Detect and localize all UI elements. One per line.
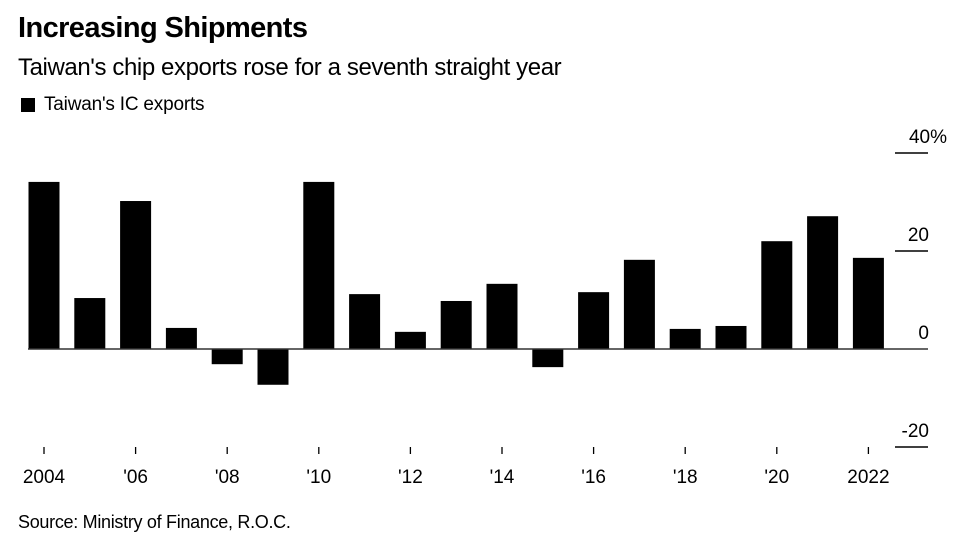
bar-2018 xyxy=(669,328,701,349)
x-tick-label: '20 xyxy=(764,467,789,488)
legend: Taiwan's IC exports xyxy=(21,94,205,116)
x-tick-label: '08 xyxy=(215,467,240,488)
bar-2005 xyxy=(74,298,106,349)
legend-swatch-icon xyxy=(21,98,35,112)
bar-2021 xyxy=(807,216,839,349)
x-tick-label: '14 xyxy=(490,467,515,488)
y-tick-label: -20 xyxy=(902,421,929,442)
x-tick-label: '16 xyxy=(581,467,606,488)
bar-2011 xyxy=(349,294,381,349)
legend-label: Taiwan's IC exports xyxy=(44,94,205,115)
x-tick-label: 2004 xyxy=(23,467,66,488)
bars-group xyxy=(28,181,884,385)
bar-2007 xyxy=(165,327,197,349)
bar-2008 xyxy=(211,349,243,365)
bar-2009 xyxy=(257,349,289,385)
bar-2014 xyxy=(486,283,518,349)
chart-subtitle: Taiwan's chip exports rose for a seventh… xyxy=(18,54,562,81)
x-axis: 2004 '06 '08 '10 '12 '14 '16 '18 '20 2022 xyxy=(23,447,890,488)
bar-2012 xyxy=(394,331,426,349)
bar-2022 xyxy=(852,257,884,349)
x-tick-label: '10 xyxy=(306,467,331,488)
source-note: Source: Ministry of Finance, R.O.C. xyxy=(18,512,291,532)
x-tick-label: '12 xyxy=(398,467,423,488)
bar-2015 xyxy=(532,349,564,368)
bar-2010 xyxy=(303,181,335,349)
y-tick-label: 20 xyxy=(908,225,929,246)
x-tick-label: '06 xyxy=(123,467,148,488)
x-tick-label: 2022 xyxy=(847,467,889,488)
bar-2020 xyxy=(761,241,793,349)
chart-title: Increasing Shipments xyxy=(18,12,308,44)
y-tick-label: 40% xyxy=(909,127,947,148)
bar-2004 xyxy=(28,181,60,349)
bar-2017 xyxy=(623,259,655,349)
y-tick-label: 0 xyxy=(918,323,929,344)
y-axis: 40% 20 0 -20 xyxy=(28,127,947,448)
x-tick-label: '18 xyxy=(673,467,698,488)
bar-2013 xyxy=(440,300,472,349)
bar-2016 xyxy=(578,292,610,349)
bar-2019 xyxy=(715,325,747,349)
bar-2006 xyxy=(120,201,152,349)
